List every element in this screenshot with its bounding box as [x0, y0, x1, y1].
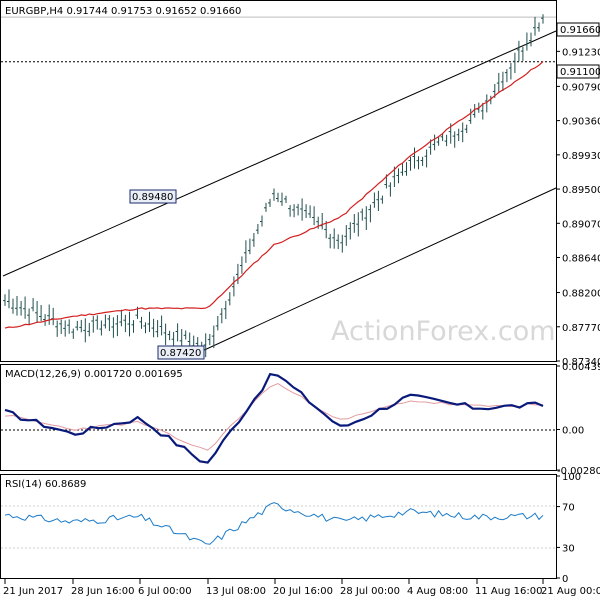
rsi-y-axis: 100 70 30 0 — [556, 472, 581, 585]
price-tick-label: 0.89500 — [562, 185, 600, 196]
price-tick-label: 0.87770 — [562, 323, 600, 334]
x-tick-label: 28 Jun 16:00 — [71, 586, 135, 597]
x-tick-label: 21 Aug 00:00 — [541, 586, 600, 597]
macd-tick-label: 0.00 — [562, 425, 584, 436]
x-axis: 21 Jun 2017 28 Jun 16:00 6 Jul 00:00 13 Jul… — [3, 579, 600, 597]
current-price-label: 0.91660 — [560, 25, 600, 36]
channel-upper — [2, 30, 557, 277]
price-tick-label: 0.90790 — [562, 82, 600, 93]
rsi-panel-frame — [0, 474, 557, 579]
x-tick-label: 4 Aug 08:00 — [407, 586, 468, 597]
x-tick-label: 28 Jul 00:00 — [340, 586, 400, 597]
resistance-label: 0.91100 — [560, 67, 600, 78]
price-tick-label: 0.89930 — [562, 151, 600, 162]
price-tick-label: 0.89070 — [562, 219, 600, 230]
channel-lower — [199, 187, 557, 353]
price-y-axis: 0.91230 0.90790 0.90360 0.89930 0.89500 0.890… — [556, 47, 600, 368]
macd-panel-frame — [0, 364, 557, 471]
rsi-path — [4, 502, 544, 545]
price-tick-label: 0.90360 — [562, 117, 600, 128]
price-tick-label: 0.88200 — [562, 289, 600, 300]
x-tick-label: 13 Jul 08:00 — [206, 586, 266, 597]
macd-header: MACD(12,26,9) 0.001720 0.001695 — [5, 369, 183, 380]
price-tick-label: 0.91230 — [562, 47, 600, 58]
signal-line — [4, 383, 544, 451]
macd-tick-label: -0.002805 — [557, 466, 600, 477]
channel-label-low: 0.87420 — [160, 348, 201, 359]
x-tick-label: 6 Jul 00:00 — [138, 586, 192, 597]
rsi-tick-label: 30 — [562, 543, 575, 554]
resistance-box — [556, 64, 600, 79]
macd-line — [4, 372, 544, 464]
low-label-box — [157, 345, 205, 360]
watermark: ActionForex.com — [331, 316, 556, 347]
price-tick-label: 0.87340 — [562, 357, 600, 368]
rsi-line — [4, 502, 544, 545]
moving-average — [4, 61, 544, 329]
rsi-header: RSI(14) 60.8689 — [5, 479, 86, 490]
channel-label-high: 0.89480 — [132, 192, 173, 203]
x-tick-label: 11 Aug 16:00 — [475, 586, 542, 597]
x-tick-label: 20 Jul 16:00 — [273, 586, 333, 597]
price-header: EURGBP,H4 0.91744 0.91753 0.91652 0.9166… — [5, 6, 241, 17]
price-panel-frame — [0, 0, 557, 362]
x-tick-label: 21 Jun 2017 — [3, 586, 63, 597]
trend-channel — [2, 30, 557, 353]
price-bars — [3, 14, 544, 359]
macd-lines — [4, 372, 544, 464]
price-tick-label: 0.88640 — [562, 254, 600, 265]
high-label-box — [129, 189, 177, 204]
macd-tick-label: 0.00439 — [562, 362, 600, 373]
moving-average-line — [4, 61, 544, 329]
rsi-tick-label: 0 — [562, 574, 568, 585]
macd-y-axis: 0.00439 0.00 -0.002805 — [556, 362, 600, 477]
rsi-tick-label: 100 — [562, 472, 581, 483]
rsi-tick-label: 70 — [562, 503, 575, 514]
price-levels — [1, 16, 556, 63]
current-price-box — [556, 22, 600, 37]
